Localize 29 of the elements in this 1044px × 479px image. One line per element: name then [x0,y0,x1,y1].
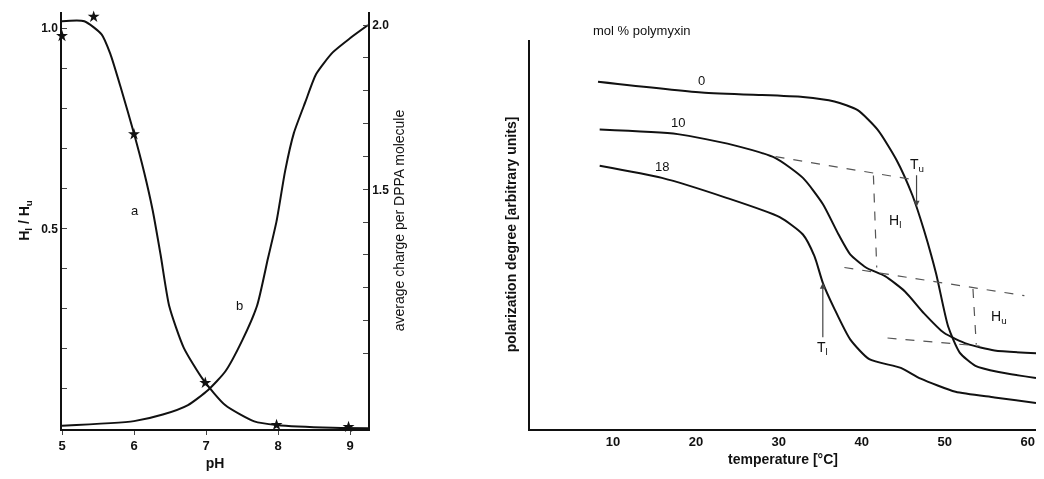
x-tick-label: 5 [58,438,66,454]
y-tick-label: 0.5 [41,221,59,236]
y2-tick-label: 2.0 [372,18,390,33]
series-label: 0 [698,73,706,88]
series-label: 10 [671,115,686,130]
x-tick-label: 30 [771,434,787,450]
annotation: T$_{u}$ [910,156,925,174]
y-axis-title: polarization degree [arbitrary units] [503,116,520,353]
y-tick-label: 1.0 [41,21,59,36]
series-label: a [131,203,139,218]
y2-axis-title: average charge per DPPA molecule [390,109,407,332]
x-tick-label: 20 [688,434,704,450]
series-label: 18 [655,159,670,174]
x-tick-label: 8 [274,438,282,454]
x-tick-label: 50 [937,434,952,450]
x-axis-title: temperature [°C] [728,451,838,468]
annotation: H$_{l}$ [889,212,902,230]
x-tick-label: 10 [605,434,621,450]
x-tick-label: 6 [130,438,138,454]
x-tick-label: 7 [202,438,210,454]
x-tick-label: 40 [854,434,870,450]
x-tick-label: 60 [1020,434,1035,450]
annotation: H$_{u}$ [991,308,1007,326]
legend-title: mol % polymyxin [593,23,691,38]
x-tick-label: 9 [346,438,354,454]
x-axis-title: pH [205,455,225,472]
annotation: T$_{l}$ [817,339,828,357]
series-label: b [236,298,244,313]
y2-tick-label: 1.5 [372,182,390,197]
